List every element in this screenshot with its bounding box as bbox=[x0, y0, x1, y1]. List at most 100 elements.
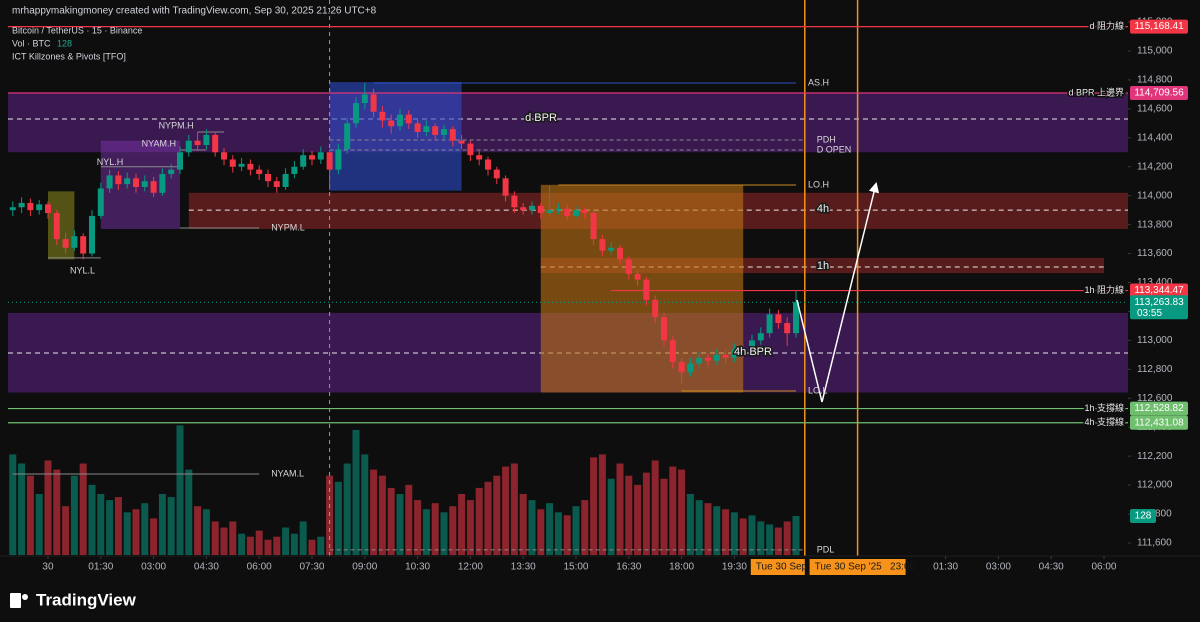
x-tick-label: 16:30 bbox=[616, 562, 641, 573]
volume-bar bbox=[334, 481, 342, 555]
volume-bar bbox=[642, 472, 650, 555]
x-tick-label: 09:00 bbox=[352, 562, 377, 573]
x-tick-label: 01:30 bbox=[88, 562, 113, 573]
volume-bar bbox=[581, 500, 589, 555]
volume-bar bbox=[466, 500, 474, 555]
volume-bar bbox=[9, 454, 17, 555]
level-name: 4h 支撐線 bbox=[1084, 416, 1124, 427]
volume-bar bbox=[255, 530, 263, 555]
y-tick-label: 113,600 bbox=[1137, 248, 1173, 259]
candle-body bbox=[44, 204, 51, 214]
zone bbox=[329, 82, 462, 191]
zone-label: d BPR bbox=[525, 112, 557, 124]
candle-body bbox=[546, 210, 553, 214]
volume-bar bbox=[106, 500, 114, 555]
volume-bar bbox=[634, 484, 642, 555]
candle-body bbox=[229, 159, 236, 167]
level-name: 1h 支撐線 bbox=[1084, 402, 1124, 413]
volume-bar bbox=[493, 475, 501, 555]
candle-body bbox=[423, 126, 430, 133]
x-tick-label: 03:00 bbox=[986, 562, 1011, 573]
x-tick-label: 13:30 bbox=[511, 562, 536, 573]
volume-bar bbox=[766, 524, 774, 555]
candle-body bbox=[308, 155, 315, 160]
x-tick-label: 04:30 bbox=[1039, 562, 1064, 573]
volume-bar bbox=[563, 515, 571, 555]
y-tick-label: 113,800 bbox=[1137, 219, 1173, 230]
volume-bar bbox=[792, 515, 800, 555]
candle-body bbox=[212, 134, 219, 153]
volume-bar bbox=[114, 497, 122, 555]
volume-bar bbox=[757, 521, 765, 555]
candle-body bbox=[150, 181, 157, 193]
time-label: Tue 30 Sep bbox=[756, 562, 808, 573]
candle-body bbox=[784, 323, 791, 334]
volume-bar bbox=[572, 506, 580, 555]
candle-body bbox=[291, 166, 298, 174]
candle-body bbox=[317, 152, 324, 160]
candle-body bbox=[528, 205, 535, 211]
x-tick-label: 18:00 bbox=[669, 562, 694, 573]
zone bbox=[540, 184, 744, 393]
header: mrhappymakingmoney created with TradingV… bbox=[12, 6, 377, 62]
indicator: ICT Killzones & Pivots [TFO] bbox=[12, 51, 126, 61]
candle-body bbox=[713, 354, 720, 361]
volume-bar bbox=[264, 539, 272, 555]
candle-body bbox=[652, 299, 659, 318]
volume-bar bbox=[229, 521, 237, 555]
volume-bar bbox=[695, 500, 703, 555]
credit: mrhappymakingmoney created with TradingV… bbox=[12, 6, 377, 17]
volume-bar bbox=[783, 521, 791, 555]
session-label: AS.H bbox=[808, 77, 829, 87]
volume-value-box bbox=[1130, 508, 1156, 523]
candle-body bbox=[748, 340, 755, 352]
y-tick-label: 114,800 bbox=[1137, 75, 1173, 86]
volume-bar bbox=[273, 536, 281, 555]
session-label: D OPEN bbox=[817, 144, 852, 154]
volume-bar bbox=[132, 509, 140, 555]
candle-body bbox=[273, 181, 280, 188]
volume-bar bbox=[238, 533, 246, 555]
candle-body bbox=[203, 134, 210, 146]
volume-bar bbox=[405, 484, 413, 555]
volume-bar bbox=[414, 500, 422, 555]
candle-body bbox=[168, 169, 175, 174]
session-label: NYAM.L bbox=[271, 468, 304, 478]
candle-body bbox=[405, 114, 412, 124]
countdown: 03:55 bbox=[1137, 308, 1162, 319]
volume-bar bbox=[290, 533, 298, 555]
candle-body bbox=[344, 123, 351, 150]
volume-value: 128 bbox=[1135, 511, 1152, 522]
level-price: 114,709.56 bbox=[1134, 88, 1184, 99]
candle-body bbox=[678, 362, 685, 373]
candle-body bbox=[493, 169, 500, 179]
session-label: NYAM.H bbox=[142, 138, 176, 148]
candle-body bbox=[687, 363, 694, 373]
candle-body bbox=[220, 152, 227, 160]
candle-body bbox=[502, 178, 509, 196]
candle-body bbox=[625, 259, 632, 274]
volume-bar bbox=[739, 518, 747, 555]
volume-bar bbox=[299, 521, 307, 555]
logo-dot bbox=[22, 594, 28, 600]
x-tick-label: 06:00 bbox=[1091, 562, 1116, 573]
session-label: NYL.L bbox=[70, 265, 95, 275]
footer: TradingView bbox=[10, 590, 137, 609]
zone-label: 4h bbox=[817, 203, 829, 215]
volume-bar bbox=[651, 460, 659, 555]
volume-bar bbox=[220, 527, 228, 555]
candle-body bbox=[185, 140, 192, 153]
candle-body bbox=[564, 208, 571, 216]
volume-bar bbox=[35, 494, 43, 555]
volume-bar bbox=[537, 509, 545, 555]
volume-bar bbox=[704, 503, 712, 555]
candle-body bbox=[106, 175, 113, 189]
volume-bar bbox=[625, 475, 633, 555]
level-price: 115,168.41 bbox=[1134, 21, 1184, 32]
volume-bar bbox=[141, 503, 149, 555]
candle-body bbox=[396, 114, 403, 127]
candle-body bbox=[379, 111, 386, 121]
session-label: PDH bbox=[817, 134, 836, 144]
time-label-box bbox=[809, 559, 906, 575]
